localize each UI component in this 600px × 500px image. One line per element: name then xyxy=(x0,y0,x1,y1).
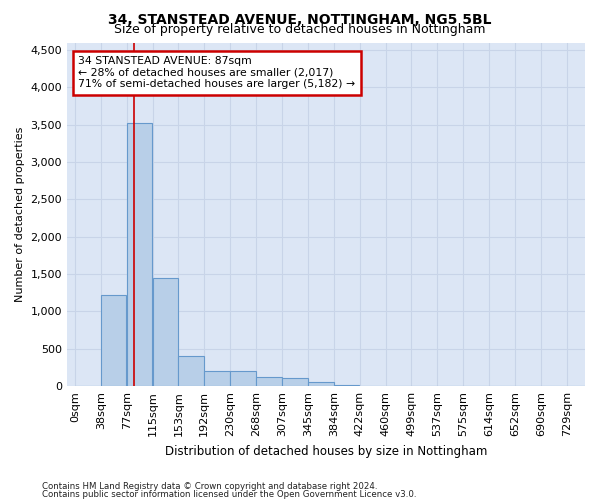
Bar xyxy=(152,278,178,386)
X-axis label: Distribution of detached houses by size in Nottingham: Distribution of detached houses by size … xyxy=(165,444,487,458)
Bar xyxy=(256,377,282,386)
Bar xyxy=(127,123,152,386)
Bar xyxy=(230,371,256,386)
Bar xyxy=(101,295,127,386)
Text: 34, STANSTEAD AVENUE, NOTTINGHAM, NG5 5BL: 34, STANSTEAD AVENUE, NOTTINGHAM, NG5 5B… xyxy=(108,12,492,26)
Text: 34 STANSTEAD AVENUE: 87sqm
← 28% of detached houses are smaller (2,017)
71% of s: 34 STANSTEAD AVENUE: 87sqm ← 28% of deta… xyxy=(78,56,355,89)
Bar xyxy=(308,382,334,386)
Bar xyxy=(334,384,359,386)
Bar xyxy=(205,371,230,386)
Text: Size of property relative to detached houses in Nottingham: Size of property relative to detached ho… xyxy=(114,22,486,36)
Text: Contains public sector information licensed under the Open Government Licence v3: Contains public sector information licen… xyxy=(42,490,416,499)
Text: Contains HM Land Registry data © Crown copyright and database right 2024.: Contains HM Land Registry data © Crown c… xyxy=(42,482,377,491)
Y-axis label: Number of detached properties: Number of detached properties xyxy=(15,126,25,302)
Bar xyxy=(178,356,204,386)
Bar xyxy=(282,378,308,386)
